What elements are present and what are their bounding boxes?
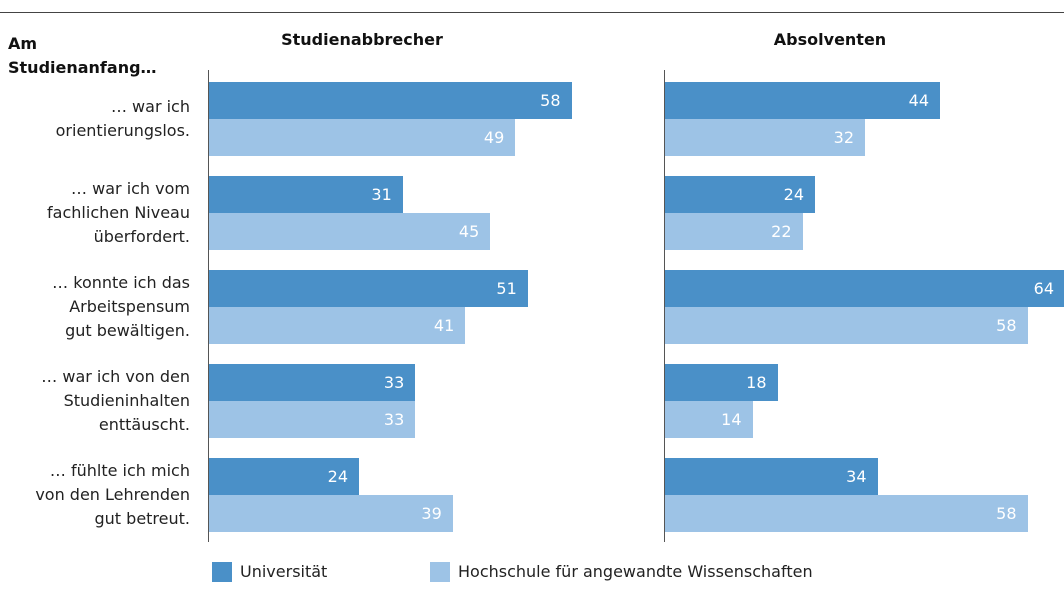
category-label: … fühlte ich mich von den Lehrenden gut … — [35, 461, 190, 528]
bar — [665, 401, 753, 438]
value-label: 24 — [327, 467, 348, 486]
bar — [665, 176, 815, 213]
value-label: 44 — [908, 91, 929, 110]
bar — [665, 458, 878, 495]
panel-title: Absolventen — [773, 30, 887, 49]
axis-line — [208, 70, 209, 542]
bar — [665, 82, 940, 119]
value-label: 33 — [383, 373, 405, 392]
bar — [665, 213, 803, 250]
value-label: 39 — [421, 504, 442, 523]
category-label: … war ich orientierungslos. — [55, 97, 190, 140]
bar — [209, 307, 466, 344]
bar — [209, 82, 572, 119]
legend-label: Universität — [240, 562, 328, 581]
bar — [209, 364, 416, 401]
value-label: 24 — [783, 185, 804, 204]
value-label: 22 — [771, 222, 792, 241]
top-rule — [0, 12, 1064, 13]
value-label: 31 — [371, 185, 392, 204]
bar — [209, 401, 416, 438]
value-label: 45 — [458, 222, 480, 241]
bar — [209, 176, 403, 213]
bar — [665, 307, 1028, 344]
value-label: 58 — [996, 504, 1017, 523]
bar — [209, 458, 359, 495]
category-label: … konnte ich das Arbeitspensum gut bewäl… — [52, 273, 190, 340]
value-label: 34 — [846, 467, 867, 486]
value-label: 58 — [996, 316, 1017, 335]
value-label: 32 — [833, 128, 854, 147]
bar — [209, 495, 453, 532]
category-heading: Am Studienanfang… — [8, 34, 157, 77]
value-label: 33 — [383, 410, 405, 429]
value-label: 41 — [433, 316, 455, 335]
bar — [665, 364, 778, 401]
legend-swatch — [212, 562, 232, 582]
value-label: 14 — [721, 410, 742, 429]
bar — [209, 213, 491, 250]
legend-swatch — [430, 562, 450, 582]
legend-label: Hochschule für angewandte Wissenschaften — [458, 562, 813, 581]
value-label: 64 — [1033, 279, 1054, 298]
bar — [665, 495, 1028, 532]
panel-title: Studienabbrecher — [281, 30, 443, 49]
bar — [209, 270, 528, 307]
category-label: … war ich vom fachlichen Niveau überford… — [47, 179, 190, 246]
axis-line — [664, 70, 665, 542]
bar — [665, 270, 1064, 307]
value-label: 58 — [540, 91, 561, 110]
value-label: 51 — [496, 279, 517, 298]
value-label: 18 — [746, 373, 767, 392]
bar — [665, 119, 865, 156]
category-label: … war ich von den Studieninhalten enttäu… — [41, 367, 190, 434]
value-label: 49 — [483, 128, 505, 147]
bar — [209, 119, 516, 156]
